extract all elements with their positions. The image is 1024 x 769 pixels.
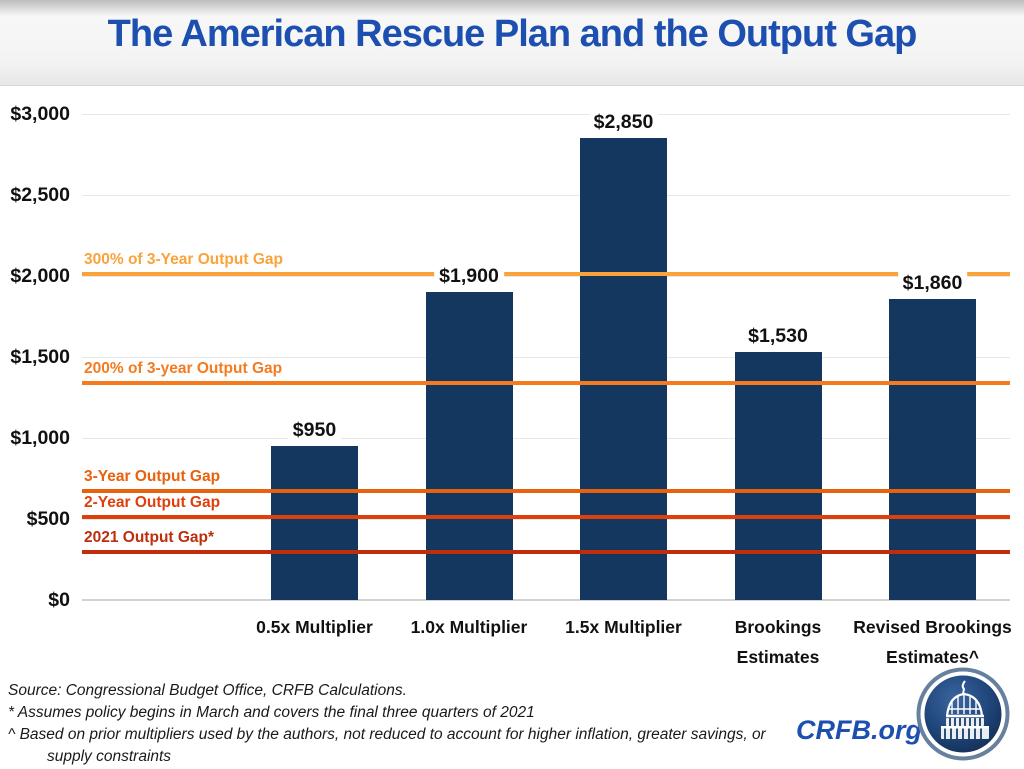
category-label-revised-brookings-estimates: Revised Brookings Estimates^ xyxy=(853,617,1012,667)
footer-notes: Source: Congressional Budget Office, CRF… xyxy=(8,680,766,768)
y-tick-label-1500: $1,500 xyxy=(10,346,70,368)
reference-line-200-of-3-year-output-gap xyxy=(82,380,1010,385)
reference-line-2-year-output-gap xyxy=(82,514,1010,519)
footnote-based: ^ Based on prior multipliers used by the… xyxy=(8,726,766,743)
crfb-capitol-logo xyxy=(916,667,1010,761)
reference-label-200-of-3-year-output-gap: 200% of 3-year Output Gap xyxy=(84,359,283,377)
reference-label-2-year-output-gap: 2-Year Output Gap xyxy=(84,493,221,511)
bar-0-5x-multiplier xyxy=(271,446,358,600)
chart-area: $950 0.5x Multiplier $1,900 1.0x Multiplier… xyxy=(82,111,1012,667)
capitol-dome-icon xyxy=(916,667,1010,761)
category-label-0-5x-multiplier: 0.5x Multiplier xyxy=(256,617,373,637)
bar-brookings-estimates xyxy=(734,352,822,600)
category-label-1-5x-multiplier: 1.5x Multiplier xyxy=(565,617,682,637)
y-tick-label-2500: $2,500 xyxy=(10,184,70,206)
reference-label-3-year-output-gap: 3-Year Output Gap xyxy=(84,468,221,486)
value-label-1-5x-multiplier: $2,850 xyxy=(588,111,659,134)
value-label-1-0x-multiplier: $1,900 xyxy=(434,265,504,288)
gridline-500 xyxy=(82,518,1010,520)
category-label-brookings-estimates: Brookings Estimates xyxy=(734,617,822,667)
reference-line-300-of-3-year-output-gap xyxy=(82,271,1010,276)
source-note: Source: Congressional Budget Office, CRF… xyxy=(8,682,407,699)
footnote-based-continued: supply constraints xyxy=(47,748,172,765)
y-tick-label-0: $0 xyxy=(48,589,70,611)
gridline-3000 xyxy=(82,113,1010,115)
reference-line-2021-output-gap xyxy=(82,550,1010,555)
value-label-brookings-estimates: $1,530 xyxy=(743,325,813,348)
gridline-1000 xyxy=(82,437,1010,439)
y-tick-label-1000: $1,000 xyxy=(10,427,70,449)
y-tick-label-3000: $3,000 xyxy=(10,103,70,125)
page-title: The American Rescue Plan and the Output … xyxy=(107,13,918,55)
reference-label-300-of-3-year-output-gap: 300% of 3-Year Output Gap xyxy=(84,250,283,268)
value-label-0-5x-multiplier: $950 xyxy=(287,419,342,442)
gridline-2500 xyxy=(82,194,1010,196)
gridline-1500 xyxy=(82,356,1010,358)
y-tick-label-500: $500 xyxy=(26,508,70,530)
bar-1-0x-multiplier xyxy=(425,292,513,600)
category-label-1-0x-multiplier: 1.0x Multiplier xyxy=(410,617,528,637)
gridline-2000 xyxy=(82,275,1010,277)
value-label-revised-brookings-estimates: $1,860 xyxy=(897,271,968,294)
title-banner: The American Rescue Plan and the Output … xyxy=(0,0,1024,86)
reference-line-3-year-output-gap xyxy=(82,489,1010,494)
bar-revised-brookings-estimates xyxy=(889,298,976,600)
x-axis-line xyxy=(82,599,1010,601)
footnote-assumes: * Assumes policy begins in March and cov… xyxy=(8,704,535,721)
y-tick-label-2000: $2,000 xyxy=(10,265,70,287)
bar-1-5x-multiplier xyxy=(580,138,667,600)
reference-label-2021-output-gap: 2021 Output Gap* xyxy=(84,529,215,547)
crfb-org-wordmark: CRFB.org xyxy=(796,715,922,745)
